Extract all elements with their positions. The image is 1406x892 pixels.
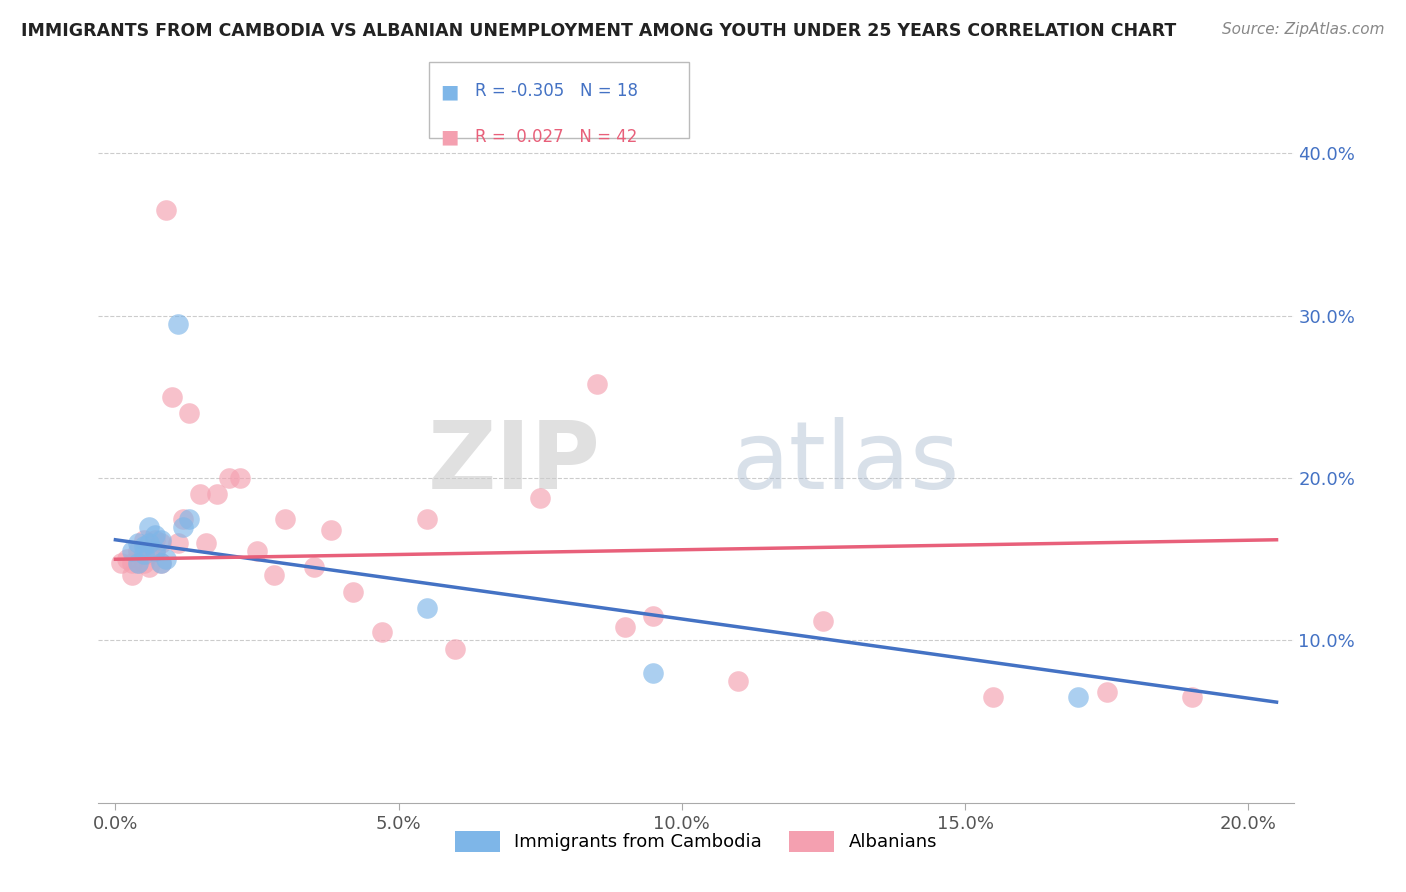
Point (115, 552, 138, 566)
Point (586, 376, 609, 391)
Text: ■: ■ (440, 128, 458, 146)
Point (177, 406, 200, 420)
Point (529, 491, 551, 505)
Point (149, 556, 172, 570)
Point (207, 487, 229, 501)
Point (155, 203, 177, 218)
Point (190, 487, 212, 501)
Point (302, 560, 325, 574)
Point (727, 673, 749, 688)
Point (643, 665, 665, 680)
Text: ZIP: ZIP (427, 417, 600, 509)
Point (246, 544, 269, 558)
Point (127, 536, 149, 550)
Point (149, 536, 172, 550)
Point (229, 471, 252, 485)
Point (132, 539, 155, 553)
Point (218, 471, 240, 485)
Point (138, 560, 160, 574)
Point (143, 544, 166, 558)
Point (143, 528, 166, 542)
Point (138, 536, 160, 550)
Point (110, 556, 132, 570)
Point (1095, 685, 1118, 699)
Point (444, 641, 467, 656)
Point (263, 568, 285, 582)
Point (166, 536, 188, 550)
Point (177, 511, 200, 525)
Point (127, 556, 149, 570)
Point (138, 520, 160, 534)
Point (370, 625, 392, 640)
Point (121, 544, 143, 558)
Legend: Immigrants from Cambodia, Albanians: Immigrants from Cambodia, Albanians (447, 823, 945, 859)
Point (981, 690, 1004, 705)
Text: IMMIGRANTS FROM CAMBODIA VS ALBANIAN UNEMPLOYMENT AMONG YOUTH UNDER 25 YEARS COR: IMMIGRANTS FROM CAMBODIA VS ALBANIAN UNE… (21, 22, 1177, 40)
Point (155, 552, 177, 566)
Point (132, 533, 155, 547)
Point (813, 614, 835, 628)
Point (274, 511, 297, 525)
Point (319, 523, 342, 537)
Point (143, 544, 166, 558)
Point (160, 390, 183, 404)
Point (121, 568, 143, 582)
Text: atlas: atlas (733, 417, 960, 509)
Point (143, 533, 166, 547)
Point (138, 548, 160, 562)
Point (132, 548, 155, 562)
Point (1180, 690, 1202, 705)
Text: Source: ZipAtlas.com: Source: ZipAtlas.com (1222, 22, 1385, 37)
Point (132, 556, 155, 570)
Text: ■: ■ (440, 82, 458, 101)
Point (643, 609, 665, 624)
Point (342, 584, 364, 599)
Point (416, 511, 439, 525)
Point (172, 520, 194, 534)
Point (127, 556, 149, 570)
Text: R = -0.305   N = 18: R = -0.305 N = 18 (475, 82, 638, 100)
Point (121, 556, 143, 570)
Point (195, 536, 218, 550)
Text: R =  0.027   N = 42: R = 0.027 N = 42 (475, 128, 637, 145)
Point (1067, 690, 1090, 705)
Point (416, 601, 439, 615)
Point (166, 317, 188, 331)
Point (149, 533, 172, 547)
Point (149, 556, 172, 570)
Point (127, 544, 149, 558)
Point (614, 620, 637, 634)
Point (172, 511, 194, 525)
